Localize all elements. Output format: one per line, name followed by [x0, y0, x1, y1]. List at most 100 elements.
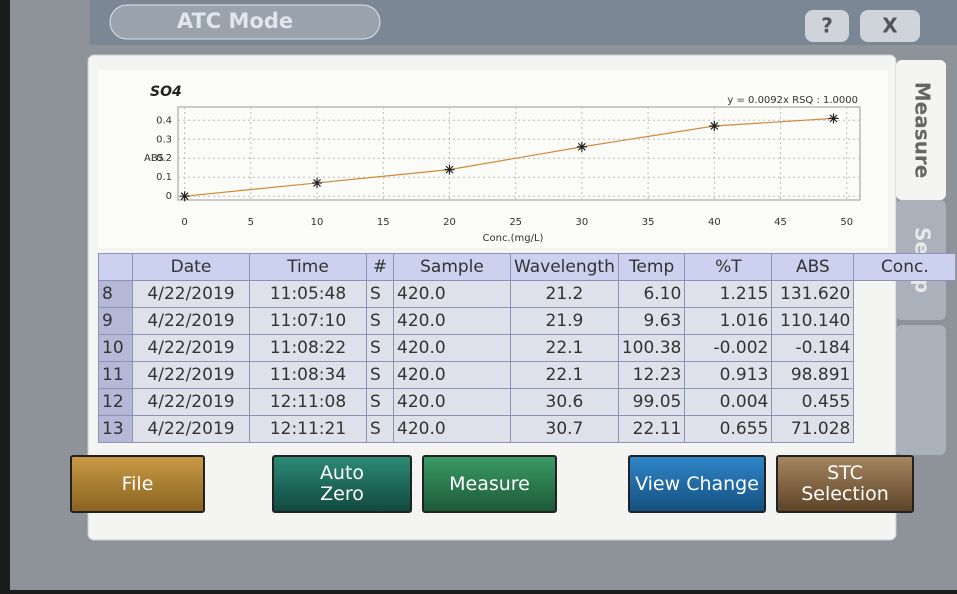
row-number: 12 — [99, 389, 133, 416]
table-cell: 420.0 — [394, 362, 511, 389]
table-cell: S — [367, 362, 394, 389]
close-label[interactable]: X — [882, 14, 898, 38]
y-tick-label: 0.3 — [156, 134, 172, 145]
table-row: 134/22/201912:11:21S420.030.722.110.6557… — [99, 416, 956, 443]
tab-label[interactable]: Measure — [911, 82, 935, 179]
y-tick-label: 0.4 — [156, 115, 172, 126]
header-cell: Sample — [394, 254, 511, 281]
x-tick-label: 40 — [708, 217, 721, 228]
row-number: 13 — [99, 416, 133, 443]
y-tick-label: 0.1 — [156, 172, 172, 183]
table-cell: 9.63 — [618, 308, 684, 335]
table-cell: 1.215 — [685, 281, 772, 308]
table-cell: 0.455 — [772, 389, 854, 416]
table-cell: 420.0 — [394, 308, 511, 335]
data-point — [312, 178, 322, 188]
x-tick-label: 5 — [248, 217, 254, 228]
x-tick-label: 10 — [311, 217, 324, 228]
x-tick-label: 20 — [443, 217, 456, 228]
table-cell: 30.6 — [511, 389, 619, 416]
row-number: 11 — [99, 362, 133, 389]
data-point — [577, 142, 587, 152]
table-cell: 11:05:48 — [250, 281, 367, 308]
x-axis-label: Conc.(mg/L) — [483, 233, 544, 244]
x-tick-label: 0 — [181, 217, 187, 228]
page: ATC Mode ? X Measure Setup SO4 y = 0.009… — [0, 0, 957, 594]
table-cell: 11:08:22 — [250, 335, 367, 362]
chart-title: SO4 — [150, 84, 182, 100]
header-cell: %T — [685, 254, 772, 281]
x-tick-label: 50 — [840, 217, 853, 228]
data-point — [180, 191, 190, 201]
data-point — [444, 165, 454, 175]
header-cell: Wavelength — [511, 254, 619, 281]
x-tick-label: 45 — [774, 217, 787, 228]
table-cell: 12.23 — [618, 362, 684, 389]
action-button[interactable]: File — [70, 455, 205, 513]
table-cell: 110.140 — [772, 308, 854, 335]
header-cell: Time — [250, 254, 367, 281]
table-cell: 30.7 — [511, 416, 619, 443]
header-cell: Date — [133, 254, 250, 281]
table-cell: 21.2 — [511, 281, 619, 308]
table-cell: 4/22/2019 — [133, 308, 250, 335]
action-button[interactable]: View Change — [628, 455, 766, 513]
table-cell: 22.11 — [618, 416, 684, 443]
table-cell: S — [367, 389, 394, 416]
x-tick-label: 25 — [509, 217, 522, 228]
data-point — [709, 121, 719, 131]
table-cell: 12:11:08 — [250, 389, 367, 416]
header-cell: Temp — [618, 254, 684, 281]
table-cell: 99.05 — [618, 389, 684, 416]
table-cell: 11:08:34 — [250, 362, 367, 389]
table-cell: 11:07:10 — [250, 308, 367, 335]
table-cell: 1.016 — [685, 308, 772, 335]
table-cell: 6.10 — [618, 281, 684, 308]
table-cell: 0.913 — [685, 362, 772, 389]
header-cell: ABS — [772, 254, 854, 281]
table-cell: 0.655 — [685, 416, 772, 443]
table-cell: 12:11:21 — [250, 416, 367, 443]
table-row: 84/22/201911:05:48S420.021.26.101.215131… — [99, 281, 956, 308]
table-cell: 4/22/2019 — [133, 416, 250, 443]
table-cell: S — [367, 308, 394, 335]
help-label[interactable]: ? — [821, 14, 833, 38]
table-cell: 21.9 — [511, 308, 619, 335]
table-cell: 420.0 — [394, 281, 511, 308]
table-cell: 71.028 — [772, 416, 854, 443]
row-number: 8 — [99, 281, 133, 308]
table-cell: 22.1 — [511, 362, 619, 389]
table-cell: 4/22/2019 — [133, 281, 250, 308]
table-cell: 131.620 — [772, 281, 854, 308]
table-cell: 420.0 — [394, 335, 511, 362]
table-cell: 22.1 — [511, 335, 619, 362]
table-cell: 100.38 — [618, 335, 684, 362]
data-point — [829, 113, 839, 123]
table-cell: -0.184 — [772, 335, 854, 362]
row-number: 9 — [99, 308, 133, 335]
x-tick-label: 15 — [377, 217, 390, 228]
table-cell: S — [367, 416, 394, 443]
equation: y = 0.0092x RSQ : 1.0000 — [727, 95, 858, 106]
action-button[interactable]: STC Selection — [776, 455, 914, 513]
action-button[interactable]: Auto Zero — [272, 455, 412, 513]
table-cell: 0.004 — [685, 389, 772, 416]
action-button[interactable]: Measure — [422, 455, 557, 513]
x-tick-label: 35 — [642, 217, 655, 228]
header-cell: Conc. — [854, 254, 956, 281]
table-cell: 420.0 — [394, 416, 511, 443]
table-cell: 4/22/2019 — [133, 335, 250, 362]
table-cell: S — [367, 281, 394, 308]
table-cell: -0.002 — [685, 335, 772, 362]
table-cell: 4/22/2019 — [133, 362, 250, 389]
y-tick-label: 0.2 — [156, 153, 172, 164]
table-cell: S — [367, 335, 394, 362]
row-number: 10 — [99, 335, 133, 362]
header-cell — [99, 254, 133, 281]
